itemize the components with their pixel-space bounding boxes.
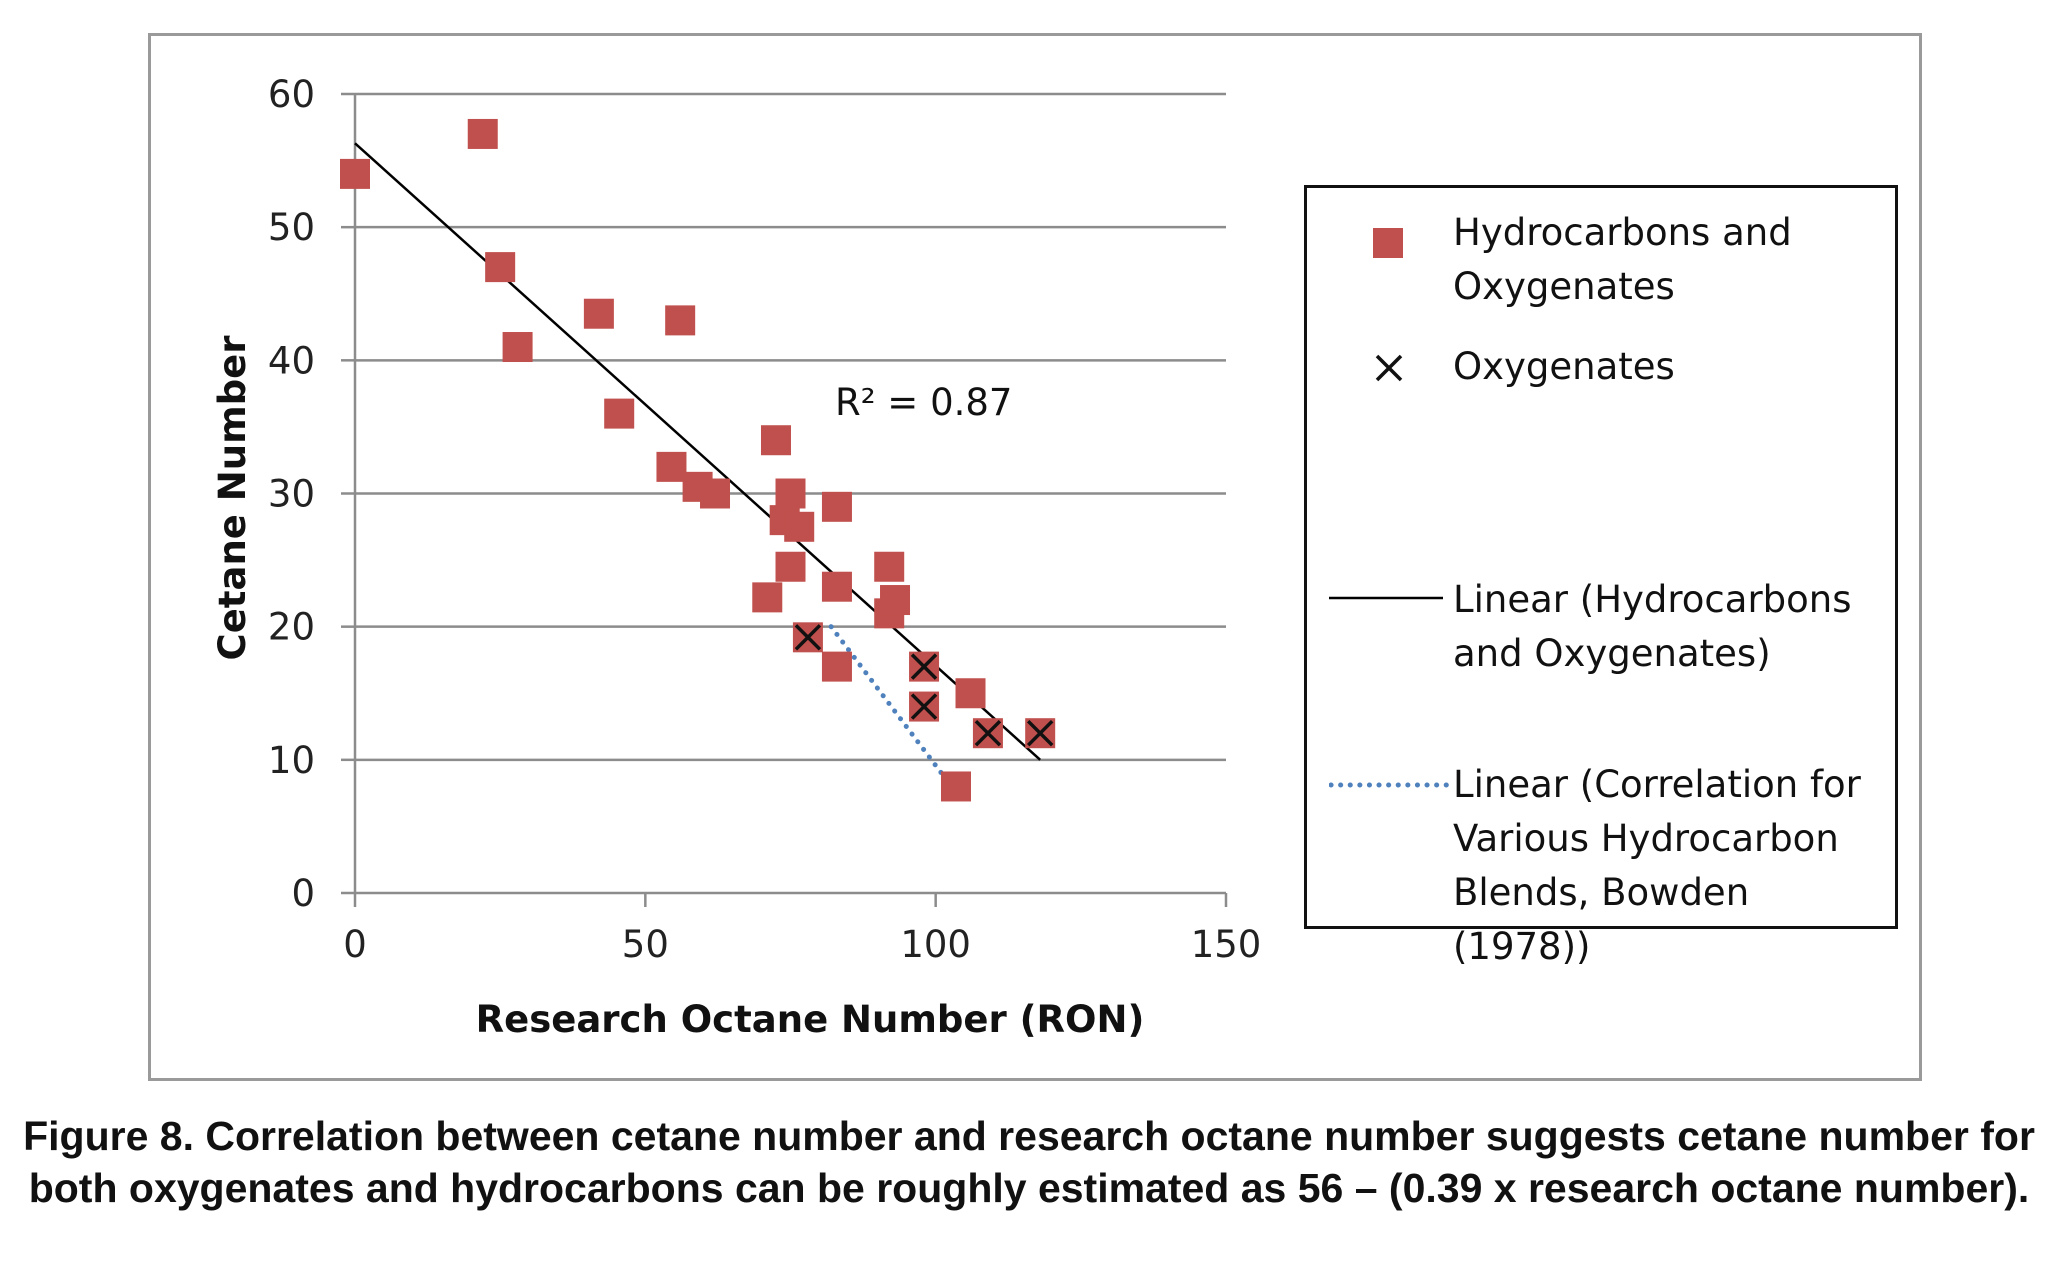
tick-labels: 0 10 20 30 40 50 60 0 50 100 150 (268, 73, 1261, 966)
square-data-point (604, 398, 635, 429)
r-squared-annotation: R² = 0.87 (835, 381, 1012, 424)
y-tick-label: 30 (268, 473, 315, 516)
x-data-point (974, 719, 1002, 747)
x-tick-label: 0 (343, 923, 367, 966)
square-data-point (467, 118, 498, 149)
square-data-point (583, 298, 614, 329)
x-tick-label: 50 (622, 923, 669, 966)
legend-label-oxygenates: Oxygenates (1453, 345, 1675, 388)
square-data-point (752, 582, 783, 613)
square-marker-icon (1373, 228, 1403, 258)
square-data-point (940, 771, 971, 802)
dotted-line-icon (1329, 782, 1449, 788)
scatter-plot: 0 10 20 30 40 50 60 0 50 100 150 R² = 0.87 Researc… (211, 73, 1261, 1041)
square-data-point (821, 571, 852, 602)
square-data-point (700, 478, 731, 509)
x-marker-icon (1375, 354, 1403, 382)
square-data-point (874, 551, 905, 582)
x-stroke (974, 719, 1002, 747)
x-stroke (910, 693, 938, 720)
x-axis-label: Research Octane Number (RON) (476, 998, 1145, 1041)
square-data-point (485, 252, 516, 283)
x-tick-label: 150 (1191, 923, 1262, 966)
square-data-point (880, 585, 911, 616)
chart-frame (148, 33, 1922, 1081)
square-data-point (665, 305, 696, 336)
square-data-point (784, 511, 815, 542)
x-tick-label: 100 (900, 923, 971, 966)
square-data-point (502, 332, 533, 363)
x-stroke (794, 624, 822, 651)
x-data-point (910, 693, 938, 720)
square-data-point (821, 491, 852, 522)
data-points (340, 118, 1056, 802)
legend-label-linear-hydrocarbons: Linear (Hydrocarbons and Oxygenates) (1453, 578, 1852, 675)
legend-label-hydrocarbons: Hydrocarbons and Oxygenates (1453, 211, 1792, 308)
y-tick-label: 60 (268, 73, 315, 116)
legend-label-linear-bowden: Linear (Correlation for Various Hydrocar… (1453, 763, 1861, 968)
square-data-point (821, 651, 852, 682)
square-data-point (656, 451, 687, 482)
x-data-point (794, 624, 822, 651)
x-stroke (1026, 719, 1054, 747)
square-data-point (775, 551, 806, 582)
y-tick-label: 20 (268, 606, 315, 649)
square-data-point (775, 478, 806, 509)
x-stroke (910, 653, 938, 680)
x-data-point (910, 653, 938, 680)
axes (341, 92, 1228, 907)
square-data-point (955, 678, 986, 709)
square-data-point (760, 425, 791, 456)
y-tick-label: 0 (291, 872, 315, 915)
figure-caption: Figure 8. Correlation between cetane num… (23, 1113, 2035, 1211)
legend: Hydrocarbons and Oxygenates Oxygenates L… (1304, 185, 1898, 968)
bowden-trend-line (828, 624, 944, 776)
y-tick-label: 10 (268, 739, 315, 782)
y-axis-label: Cetane Number (211, 335, 254, 661)
square-data-point (340, 158, 370, 189)
solid-line-icon (1329, 596, 1443, 600)
y-tick-label: 40 (268, 339, 315, 382)
y-tick-label: 50 (268, 206, 315, 249)
x-data-point (1026, 719, 1054, 747)
gridlines (355, 92, 1226, 762)
